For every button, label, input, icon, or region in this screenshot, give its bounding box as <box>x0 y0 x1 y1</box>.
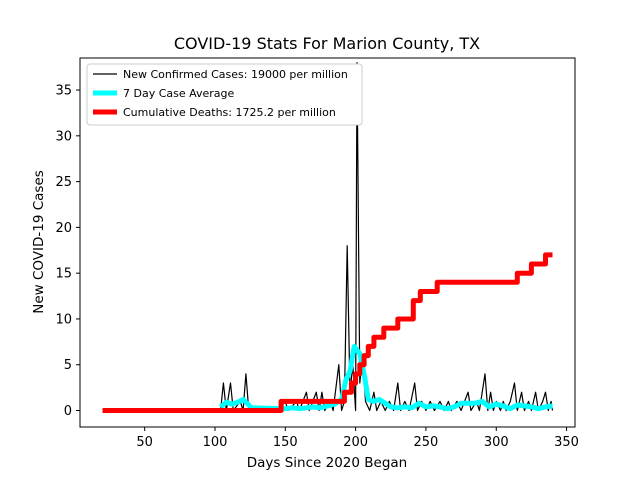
legend: New Confirmed Cases: 19000 per million 7… <box>86 63 363 126</box>
y-tick-label: 15 <box>55 267 72 282</box>
legend-box <box>86 63 363 126</box>
y-tick-label: 30 <box>55 129 72 144</box>
legend-label-7-day-average: 7 Day Case Average <box>123 87 235 100</box>
plot-area <box>102 62 554 413</box>
axis-ticks: 50 100 150 200 250 300 350 0 5 10 15 20 25 30 35 <box>55 84 579 450</box>
series-line-7-day-case <box>219 343 553 412</box>
x-tick-label: 150 <box>273 435 298 450</box>
x-tick-label: 350 <box>554 435 579 450</box>
series-line-cumulative-deaths-1725 <box>102 252 553 413</box>
chart-title: COVID-19 Stats For Marion County, TX <box>174 34 480 53</box>
x-tick-label: 50 <box>136 435 153 450</box>
x-axis-label: Days Since 2020 Began <box>247 455 408 471</box>
y-tick-label: 25 <box>55 175 72 190</box>
x-tick-label: 300 <box>484 435 509 450</box>
x-tick-label: 200 <box>343 435 368 450</box>
y-tick-label: 35 <box>55 84 72 99</box>
y-tick-label: 0 <box>64 404 72 419</box>
legend-label-new-cases: New Confirmed Cases: 19000 per million <box>123 68 348 81</box>
x-tick-label: 100 <box>203 435 228 450</box>
axes-frame <box>79 57 576 428</box>
y-tick-label: 10 <box>55 312 72 327</box>
legend-label-cumulative-deaths: Cumulative Deaths: 1725.2 per million <box>123 106 336 119</box>
y-tick-label: 5 <box>64 358 72 373</box>
y-tick-label: 20 <box>55 221 72 236</box>
y-axis-label: New COVID-19 Cases <box>31 170 47 314</box>
x-tick-label: 250 <box>414 435 439 450</box>
